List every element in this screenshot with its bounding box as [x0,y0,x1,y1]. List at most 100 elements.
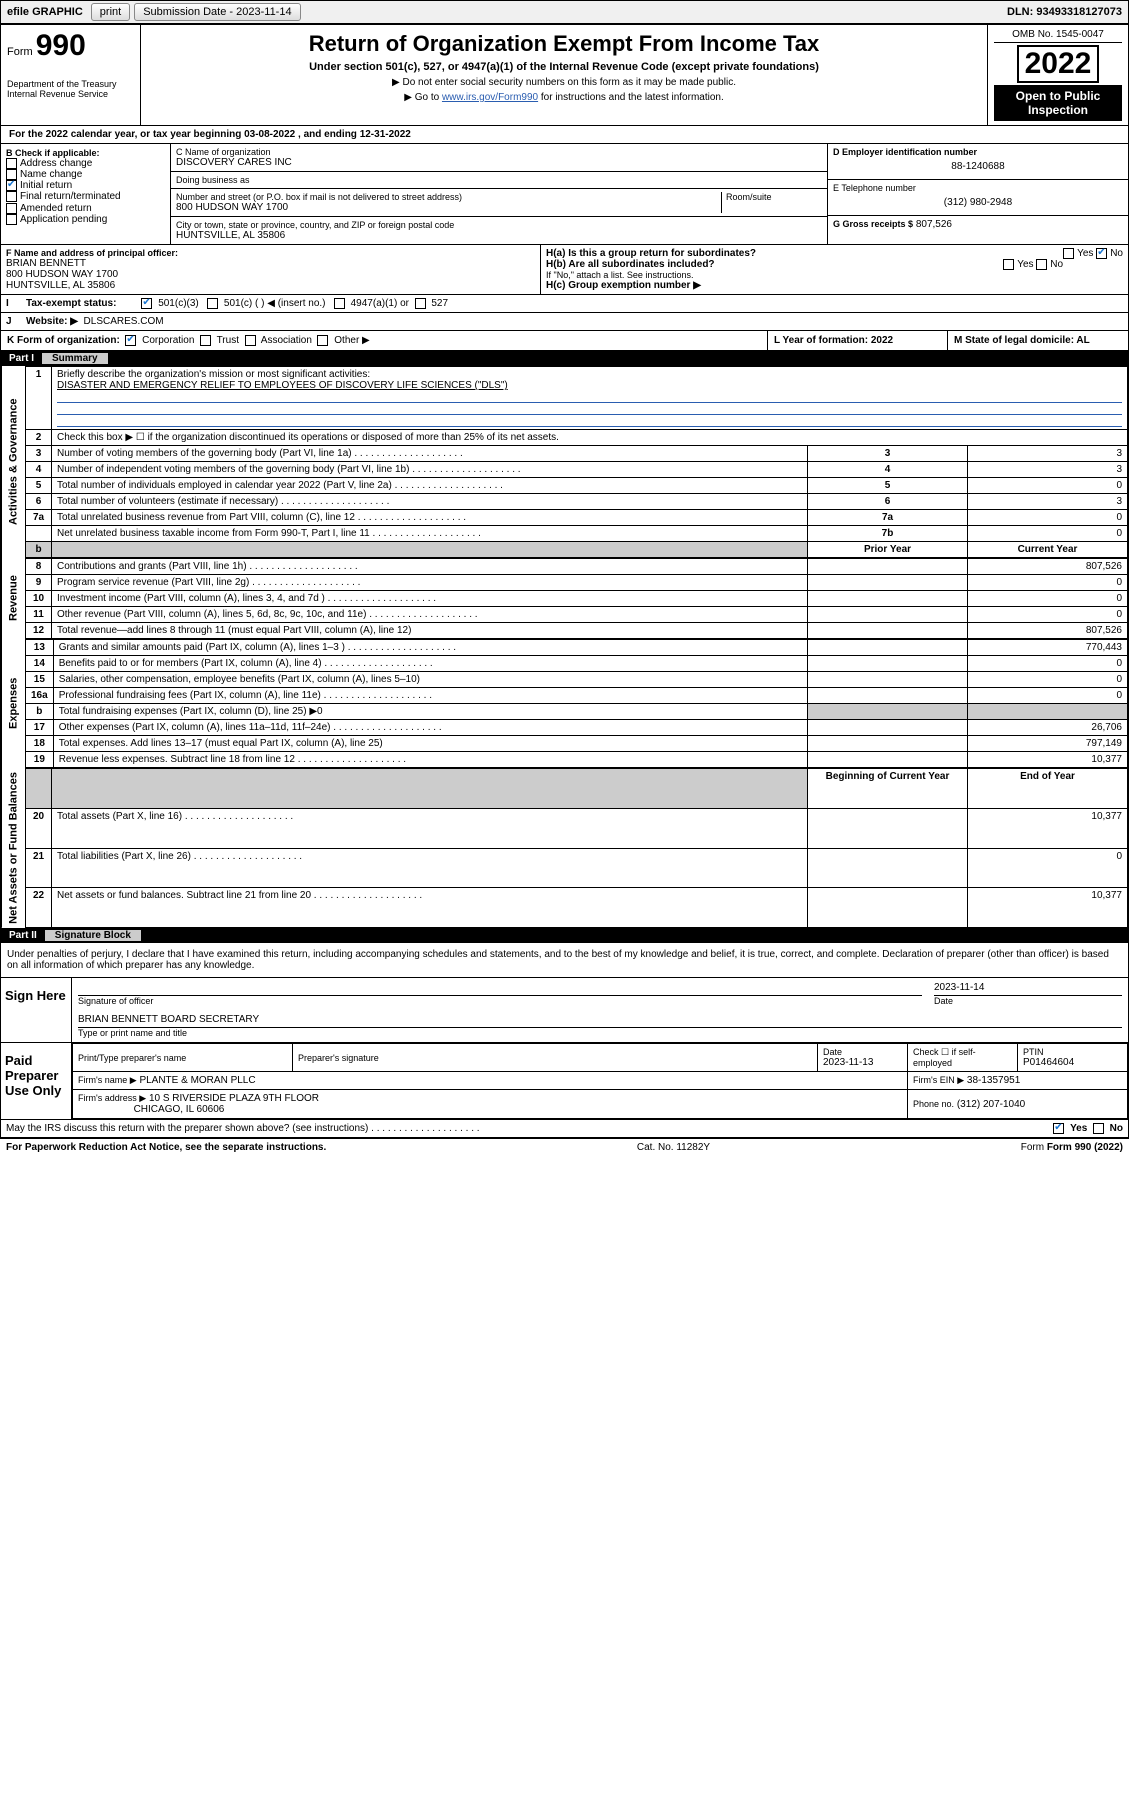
officer-sub: Type or print name and title [72,1028,1128,1042]
c-addr-label: Number and street (or P.O. box if mail i… [176,192,717,202]
g-value: 807,526 [916,219,952,230]
k-assoc-check[interactable] [245,335,256,346]
c-name-label: C Name of organization [176,147,822,157]
side-rev: Revenue [1,558,25,639]
b-opt-3[interactable]: Final return/terminated [6,191,165,202]
ha-yes-check[interactable] [1063,248,1074,259]
print-button[interactable]: print [91,3,130,21]
col-end: End of Year [968,769,1128,809]
part-i-gov: Activities & Governance 1 Briefly descri… [1,366,1128,558]
paid-preparer-block: Paid Preparer Use Only Print/Type prepar… [1,1042,1128,1120]
sig-officer-label: Signature of officer [72,996,928,1010]
b-opt-2[interactable]: Initial return [6,180,165,191]
efile-label: efile GRAPHIC [1,4,89,20]
pra-notice: For Paperwork Reduction Act Notice, see … [6,1142,326,1153]
part-i-rev: Revenue 8Contributions and grants (Part … [1,558,1128,639]
k-trust-check[interactable] [200,335,211,346]
b-opt-0[interactable]: Address change [6,158,165,169]
firm-phone: (312) 207-1040 [957,1099,1025,1110]
form-note-1: ▶ Do not enter social security numbers o… [147,77,981,88]
firm-addr-label: Firm's address ▶ [78,1093,146,1103]
prep-date-label: Date [823,1047,902,1057]
line-a: For the 2022 calendar year, or tax year … [1,126,1128,144]
hb-note: If "No," attach a list. See instructions… [546,270,1123,280]
rev-table: 8Contributions and grants (Part VIII, li… [25,558,1128,639]
form-body: Form 990 Department of the Treasury Inte… [0,24,1129,1139]
k-label: K Form of organization: [7,335,120,346]
discuss-no-check[interactable] [1093,1123,1104,1134]
f-label: F Name and address of principal officer: [6,248,535,258]
section-bcd: B Check if applicable: Address change Na… [1,144,1128,245]
exp-table: 13Grants and similar amounts paid (Part … [25,639,1128,768]
i-501c3-check[interactable] [141,298,152,309]
rev-row-8: 8Contributions and grants (Part VIII, li… [26,559,1128,575]
ha-row: H(a) Is this a group return for subordin… [546,248,1123,259]
c-dba-label: Doing business as [176,175,822,185]
declaration: Under penalties of perjury, I declare th… [1,943,1128,977]
b-opt-1[interactable]: Name change [6,169,165,180]
dept-treasury: Department of the Treasury [7,79,134,89]
rev-row-11: 11Other revenue (Part VIII, column (A), … [26,607,1128,623]
submission-date-button[interactable]: Submission Date - 2023-11-14 [134,3,300,21]
exp-row-15: 15Salaries, other compensation, employee… [26,672,1128,688]
section-deg: D Employer identification number 88-1240… [828,144,1128,244]
b-opt-4[interactable]: Amended return [6,203,165,214]
firm-addr2: CHICAGO, IL 60606 [134,1104,225,1115]
b-opt-5[interactable]: Application pending [6,214,165,225]
c-city: HUNTSVILLE, AL 35806 [176,230,822,241]
f-addr2: HUNTSVILLE, AL 35806 [6,280,535,291]
prep-check[interactable]: Check ☐ if self-employed [913,1047,1012,1068]
section-c: C Name of organization DISCOVERY CARES I… [171,144,828,244]
col-curr: Current Year [968,542,1128,558]
firm-name-label: Firm's name ▶ [78,1075,137,1085]
f-name: BRIAN BENNETT [6,258,535,269]
form-id-cell: Form 990 Department of the Treasury Inte… [1,25,141,125]
i-label: Tax-exempt status: [21,295,121,312]
firm-name: PLANTE & MORAN PLLC [139,1075,255,1086]
discuss-row: May the IRS discuss this return with the… [1,1120,1128,1138]
gov-row-7a: 7aTotal unrelated business revenue from … [26,510,1128,526]
d-label: D Employer identification number [833,147,1123,157]
q1-label: Briefly describe the organization's miss… [57,369,370,380]
form-label: Form [7,46,33,58]
ha-no-check[interactable] [1096,248,1107,259]
discuss-text: May the IRS discuss this return with the… [6,1123,368,1134]
exp-row-16a: 16aProfessional fundraising fees (Part I… [26,688,1128,704]
form-title: Return of Organization Exempt From Incom… [147,31,981,57]
hb-yes-check[interactable] [1003,259,1014,270]
i-527-check[interactable] [415,298,426,309]
line-a-text: For the 2022 calendar year, or tax year … [9,129,411,140]
side-exp: Expenses [1,639,25,768]
exp-row-17: 17Other expenses (Part IX, column (A), l… [26,720,1128,736]
col-beg: Beginning of Current Year [808,769,968,809]
part-ii-bar: Part II Signature Block [1,928,1128,943]
form-note-2: ▶ Go to www.irs.gov/Form990 for instruct… [147,92,981,103]
gov-row-4: 4Number of independent voting members of… [26,462,1128,478]
page-footer: For Paperwork Reduction Act Notice, see … [0,1139,1129,1156]
exp-row-18: 18Total expenses. Add lines 13–17 (must … [26,736,1128,752]
sig-date-label: Date [928,996,1128,1010]
dln-label: DLN: 93493318127073 [1007,6,1128,18]
i-501c-check[interactable] [207,298,218,309]
hb-no-check[interactable] [1036,259,1047,270]
paid-table: Print/Type preparer's name Preparer's si… [72,1043,1128,1119]
exp-row-19: 19Revenue less expenses. Subtract line 1… [26,752,1128,768]
i-4947-check[interactable] [334,298,345,309]
k-corp-check[interactable] [125,335,136,346]
k-other-check[interactable] [317,335,328,346]
part-i-net: Net Assets or Fund Balances Beginning of… [1,768,1128,928]
form990-link[interactable]: www.irs.gov/Form990 [442,92,538,103]
cat-no: Cat. No. 11282Y [637,1142,710,1153]
f-addr1: 800 HUDSON WAY 1700 [6,269,535,280]
tax-year: 2022 [1017,45,1100,83]
header-right-cell: OMB No. 1545-0047 2022 Open to Public In… [988,25,1128,125]
form-number: 990 [36,29,86,62]
prep-sig-label: Preparer's signature [298,1053,812,1063]
discuss-yes-check[interactable] [1053,1123,1064,1134]
m-label: M State of legal domicile: AL [954,335,1090,346]
note2-post: for instructions and the latest informat… [538,92,724,103]
firm-phone-label: Phone no. [913,1099,954,1109]
part-i-bar: Part I Summary [1,351,1128,366]
exp-row-16b: bTotal fundraising expenses (Part IX, co… [26,704,1128,720]
header-title-cell: Return of Organization Exempt From Incom… [141,25,988,125]
